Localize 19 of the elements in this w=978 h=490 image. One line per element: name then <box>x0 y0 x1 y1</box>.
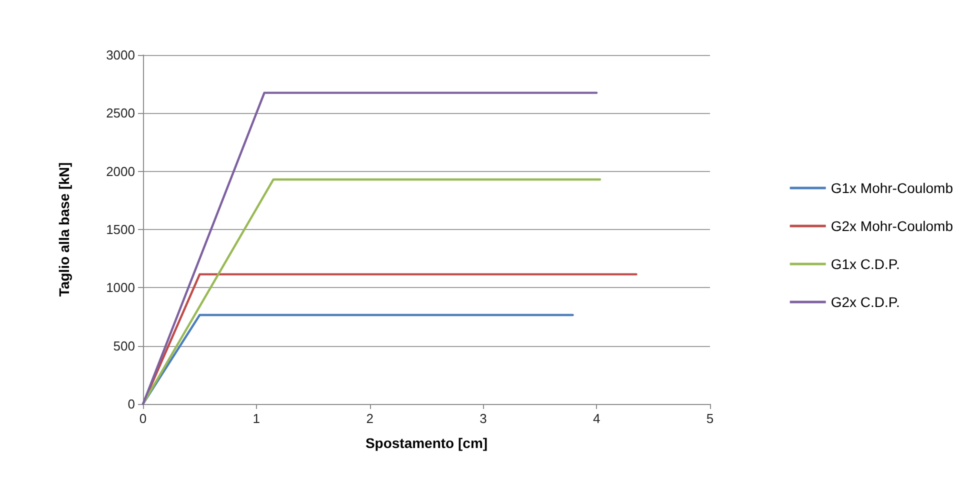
x-tick-label: 2 <box>366 411 374 426</box>
y-tick-label: 0 <box>128 396 135 412</box>
legend-label: G2x C.D.P. <box>830 294 900 310</box>
x-tick-label: 1 <box>252 411 260 426</box>
y-tick-label: 1500 <box>106 222 135 237</box>
y-tick-label: 2500 <box>106 106 135 121</box>
x-tick-label: 4 <box>592 411 600 426</box>
y-tick-label: 500 <box>113 338 135 354</box>
x-tick-label: 5 <box>706 411 714 426</box>
y-tick-label: 1000 <box>106 280 135 296</box>
x-axis-title: Spostamento [cm] <box>365 435 488 451</box>
y-axis-title: Taglio alla base [kN] <box>56 162 72 297</box>
legend-label: G2x Mohr-Coulomb <box>830 218 954 234</box>
y-tick-label: 3000 <box>106 48 135 62</box>
legend-label: G1x C.D.P. <box>830 256 900 272</box>
x-tick-label: 3 <box>480 411 487 426</box>
y-tick-label: 2000 <box>106 164 135 179</box>
legend-label: G1x Mohr-Coulomb <box>830 180 954 196</box>
x-tick-label: 0 <box>139 411 147 426</box>
